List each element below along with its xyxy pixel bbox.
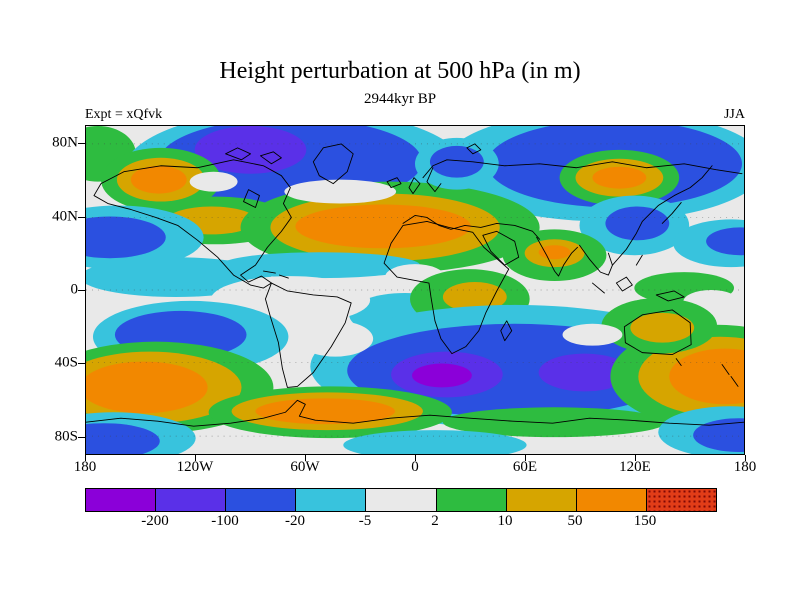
colorbar-segment: [156, 489, 227, 511]
colorbar-label: -200: [141, 513, 169, 529]
y-axis-tick-mark: [78, 290, 85, 291]
x-axis-tick-label: 60E: [512, 459, 538, 475]
colorbar-labels: -200 -100 -20 -5 2 10 50 150: [85, 513, 715, 533]
x-axis-tick-label: 0: [411, 459, 419, 475]
map-plot: [85, 125, 745, 455]
y-axis-tick-mark: [78, 363, 85, 365]
colorbar-label: -20: [285, 513, 305, 529]
x-axis-tick-mark: [415, 455, 416, 461]
x-axis-tick-mark: [525, 455, 526, 461]
contour-fill-regions: [86, 126, 744, 454]
colorbar-label: -5: [358, 513, 372, 529]
contour-map: [86, 126, 744, 454]
x-axis-tick-label: 180: [73, 459, 97, 475]
x-axis-tick-label: 120W: [176, 459, 214, 475]
y-axis-tick-label: 0: [70, 281, 79, 298]
x-axis-tick-mark: [745, 455, 746, 461]
colorbar-segment: [576, 489, 647, 511]
x-axis-tick-label: 60W: [290, 459, 320, 475]
x-axis-tick-mark: [85, 455, 86, 461]
y-axis-tick-mark: [78, 143, 85, 145]
chart-subtitle: 2944kyr BP: [363, 91, 437, 107]
x-axis-tick-mark: [195, 455, 196, 461]
x-axis-tick-label: 120E: [619, 459, 651, 475]
colorbar: [85, 488, 717, 512]
colorbar-segment: [646, 489, 716, 511]
y-axis-tick-mark: [78, 216, 85, 218]
colorbar-segment: [296, 489, 367, 511]
colorbar-label: 150: [633, 513, 657, 529]
colorbar-segment: [506, 489, 577, 511]
y-axis-tick-mark: [78, 436, 85, 438]
x-axis-tick-mark: [305, 455, 306, 461]
x-axis-tick-label: 180: [733, 459, 757, 475]
latitude-graticule: [86, 143, 744, 437]
colorbar-label: 10: [497, 513, 513, 529]
colorbar-segment: [226, 489, 297, 511]
y-axis-tick-label: 40N: [52, 208, 78, 225]
colorbar-label: 2: [431, 513, 439, 529]
y-axis-tick-label: 40S: [54, 354, 78, 371]
colorbar-segment: [366, 489, 437, 511]
y-axis-tick-label: 80S: [54, 428, 78, 445]
colorbar-segment: [436, 489, 507, 511]
season-label: JJA: [723, 107, 745, 122]
coastlines: [86, 143, 744, 427]
colorbar-label: -100: [211, 513, 239, 529]
colorbar-label: 50: [567, 513, 583, 529]
experiment-label: Expt = xQfvk: [85, 107, 163, 122]
colorbar-segment: [86, 489, 157, 511]
y-axis-tick-label: 80N: [52, 134, 78, 151]
chart-title: Height perturbation at 500 hPa (in m): [219, 58, 581, 84]
x-axis-tick-mark: [635, 455, 636, 461]
